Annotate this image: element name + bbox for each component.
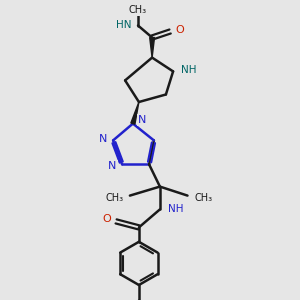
Polygon shape bbox=[131, 102, 139, 124]
Text: HN: HN bbox=[116, 20, 131, 30]
Text: N: N bbox=[138, 115, 147, 125]
Text: O: O bbox=[102, 214, 111, 224]
Text: CH₃: CH₃ bbox=[105, 193, 123, 203]
Text: CH₃: CH₃ bbox=[194, 193, 212, 203]
Text: CH₃: CH₃ bbox=[128, 5, 146, 15]
Polygon shape bbox=[150, 38, 154, 58]
Text: N: N bbox=[99, 134, 108, 144]
Text: NH: NH bbox=[181, 65, 196, 75]
Text: N: N bbox=[108, 161, 117, 171]
Text: O: O bbox=[176, 25, 184, 35]
Text: NH: NH bbox=[168, 203, 184, 214]
